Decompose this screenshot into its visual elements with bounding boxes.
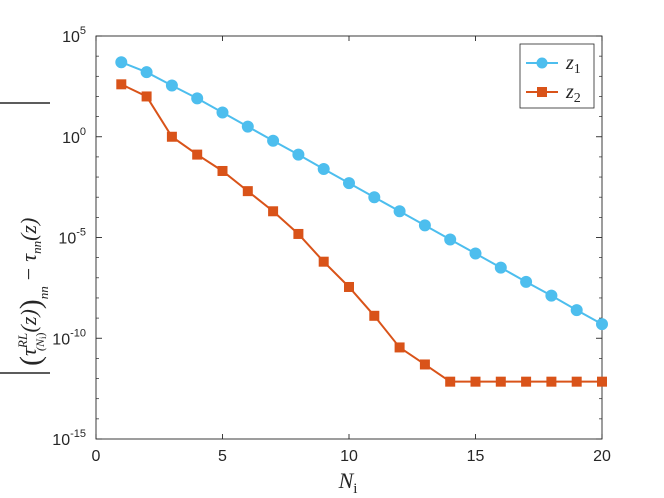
x-axis-label-sub: i (353, 481, 357, 497)
y-label-arg2: (z) (16, 218, 41, 241)
data-point-z1 (444, 233, 457, 246)
data-point-z1 (241, 120, 254, 133)
data-point-z2 (394, 342, 405, 353)
data-point-z2 (268, 206, 279, 217)
y-tick-label: 100 (62, 126, 86, 147)
data-point-z1 (520, 275, 533, 288)
data-point-z1 (267, 134, 280, 147)
data-point-z1 (570, 304, 583, 317)
data-point-z2 (242, 186, 253, 197)
x-axis-label: Ni (338, 468, 358, 497)
y-label-sub-open: (N (33, 338, 47, 351)
data-point-z2 (571, 376, 582, 387)
data-point-z1 (596, 318, 608, 331)
y-label-paren-sub: nn (36, 286, 51, 299)
legend-marker-z2 (537, 87, 547, 97)
x-tick-label: 15 (467, 448, 485, 465)
data-point-z2 (597, 376, 607, 387)
plot-area (96, 36, 602, 439)
legend-box (519, 43, 595, 109)
y-tick-label: 10-15 (52, 428, 86, 449)
y-axis-label: (τRL (Ni)(z))nn−τnn(z) (0, 102, 51, 374)
x-axis: 0 5 10 15 20 (92, 36, 611, 465)
data-point-z1 (545, 289, 558, 302)
y-tick-label: 10-10 (52, 327, 86, 348)
x-axis-label-main: N (338, 468, 355, 493)
svg-text:(τRL(Ni)(z))nn−τnn(z): (τRL (Ni)(z))nn−τnn(z) (14, 218, 51, 366)
y-tick-label: 10-5 (58, 227, 86, 248)
y-axis: 10-15 10-10 10-5 100 105 (52, 25, 602, 449)
data-point-z1 (191, 92, 204, 105)
series-layer (115, 56, 608, 387)
legend-label-z2: z2 (565, 81, 581, 106)
data-point-z2 (419, 359, 430, 370)
data-point-z2 (166, 131, 177, 142)
y-label-sub-close: ) (33, 332, 47, 336)
data-point-z2 (141, 91, 152, 102)
data-point-z2 (318, 256, 329, 267)
data-point-z2 (293, 228, 304, 239)
legend-label-z1: z1 (565, 52, 581, 77)
data-point-z2 (344, 281, 354, 292)
data-point-z1 (418, 219, 431, 232)
data-point-z2 (192, 149, 203, 160)
data-point-z2 (521, 376, 532, 387)
data-point-z1 (292, 148, 305, 161)
legend: z1 z2 (519, 43, 595, 109)
data-point-z1 (216, 106, 229, 119)
data-point-z1 (393, 205, 406, 218)
y-tick-label: 105 (62, 25, 86, 46)
data-point-z2 (217, 165, 228, 176)
x-tick-label: 5 (218, 448, 227, 465)
data-point-z1 (343, 177, 355, 190)
data-point-z1 (165, 79, 178, 92)
x-tick-label: 10 (340, 448, 358, 465)
y-label-arg: (z) (16, 309, 41, 332)
y-label-tau: τ (16, 347, 41, 356)
y-label-minus: − (16, 268, 41, 280)
y-label-tau2: τ (16, 253, 41, 262)
data-point-z2 (546, 376, 557, 387)
x-tick-label: 20 (593, 448, 611, 465)
y-label-paren-open: ( (14, 356, 47, 366)
data-point-z2 (445, 376, 456, 387)
data-point-z2 (369, 310, 380, 321)
x-tick-label: 0 (92, 448, 101, 465)
data-point-z1 (317, 163, 330, 176)
data-point-z1 (368, 191, 381, 204)
data-point-z1 (140, 66, 153, 79)
y-label-paren-close: ) (14, 299, 47, 309)
legend-marker-z1 (536, 57, 548, 69)
y-label-tau2-sub: nn (29, 241, 44, 254)
y-label-sub-sub: i (38, 336, 48, 339)
data-point-z2 (470, 376, 481, 387)
data-point-z1 (469, 247, 482, 260)
data-point-z2 (116, 79, 127, 90)
y-label-sup: RL (15, 333, 30, 349)
data-point-z2 (495, 376, 506, 387)
data-point-z1 (494, 261, 507, 274)
data-point-z1 (115, 56, 128, 69)
